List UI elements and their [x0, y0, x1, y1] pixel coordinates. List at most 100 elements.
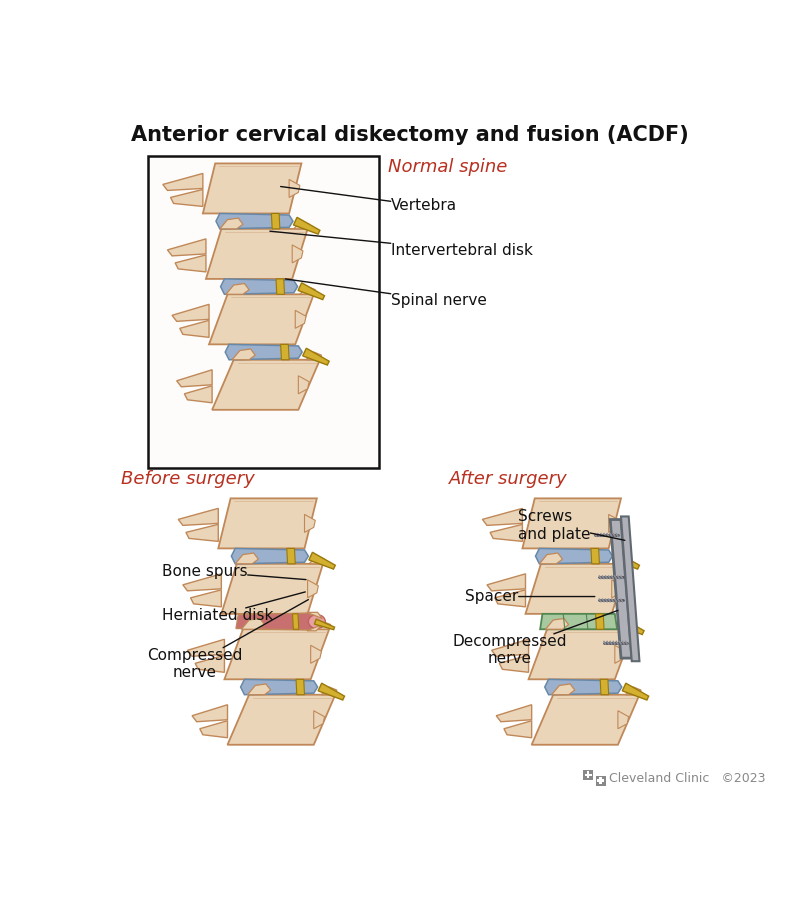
- Polygon shape: [195, 655, 225, 673]
- Text: Intervertebral disk: Intervertebral disk: [270, 232, 533, 258]
- Polygon shape: [292, 244, 303, 263]
- Polygon shape: [190, 590, 222, 607]
- Polygon shape: [318, 683, 345, 700]
- Text: Spacer: Spacer: [466, 589, 594, 604]
- Polygon shape: [242, 618, 265, 630]
- Polygon shape: [241, 679, 318, 695]
- Polygon shape: [612, 580, 622, 598]
- Polygon shape: [187, 640, 225, 656]
- Text: Cleveland Clinic   ©2023: Cleveland Clinic ©2023: [610, 772, 766, 785]
- Polygon shape: [203, 164, 302, 213]
- Polygon shape: [622, 683, 649, 700]
- Polygon shape: [499, 655, 529, 673]
- Text: After surgery: After surgery: [449, 471, 567, 488]
- Polygon shape: [192, 705, 227, 721]
- Polygon shape: [610, 519, 632, 658]
- Polygon shape: [522, 498, 621, 549]
- Polygon shape: [618, 710, 629, 729]
- Polygon shape: [307, 580, 318, 598]
- Polygon shape: [526, 564, 627, 614]
- Polygon shape: [504, 720, 532, 738]
- Polygon shape: [293, 614, 298, 630]
- Text: Decompressed
nerve: Decompressed nerve: [452, 610, 618, 666]
- Polygon shape: [227, 695, 335, 744]
- Polygon shape: [221, 278, 298, 294]
- Polygon shape: [225, 630, 329, 679]
- Polygon shape: [626, 687, 641, 695]
- Polygon shape: [539, 553, 562, 564]
- Polygon shape: [529, 630, 634, 679]
- Text: Bone spurs: Bone spurs: [162, 564, 306, 580]
- Polygon shape: [619, 621, 635, 630]
- Polygon shape: [177, 369, 212, 387]
- Polygon shape: [178, 508, 218, 526]
- Polygon shape: [236, 613, 318, 630]
- Polygon shape: [170, 189, 203, 207]
- Polygon shape: [212, 359, 320, 410]
- Polygon shape: [307, 612, 322, 618]
- Polygon shape: [200, 720, 227, 738]
- Polygon shape: [621, 516, 639, 661]
- Polygon shape: [206, 229, 307, 278]
- Polygon shape: [618, 618, 644, 634]
- Bar: [148, 155, 379, 468]
- Polygon shape: [310, 645, 322, 664]
- Polygon shape: [314, 619, 334, 630]
- Text: Screws
and plate: Screws and plate: [518, 509, 625, 541]
- Polygon shape: [295, 311, 306, 328]
- Polygon shape: [613, 552, 639, 569]
- Polygon shape: [552, 684, 574, 695]
- Polygon shape: [235, 553, 258, 564]
- Polygon shape: [247, 684, 270, 695]
- Polygon shape: [305, 515, 315, 532]
- Polygon shape: [294, 221, 309, 229]
- Text: Anterior cervical diskectomy and fusion (ACDF): Anterior cervical diskectomy and fusion …: [131, 125, 689, 145]
- Polygon shape: [595, 614, 604, 630]
- Polygon shape: [314, 710, 325, 729]
- Polygon shape: [167, 239, 206, 255]
- Polygon shape: [175, 255, 206, 272]
- Bar: [597, 779, 604, 782]
- Polygon shape: [183, 573, 222, 591]
- Polygon shape: [309, 556, 325, 564]
- Polygon shape: [271, 213, 280, 229]
- Polygon shape: [307, 625, 322, 630]
- Text: Vertebra: Vertebra: [281, 187, 457, 213]
- Polygon shape: [186, 525, 218, 541]
- Polygon shape: [287, 549, 295, 564]
- Polygon shape: [296, 679, 305, 695]
- Bar: [585, 774, 592, 776]
- Polygon shape: [609, 515, 619, 532]
- Polygon shape: [289, 179, 300, 198]
- Polygon shape: [591, 549, 599, 564]
- Polygon shape: [218, 498, 317, 549]
- Polygon shape: [180, 321, 209, 337]
- Bar: [148, 155, 379, 468]
- Polygon shape: [276, 278, 285, 294]
- Polygon shape: [232, 349, 255, 359]
- Bar: [599, 777, 602, 784]
- Polygon shape: [490, 525, 522, 541]
- Text: Compressed
nerve: Compressed nerve: [146, 599, 308, 680]
- Polygon shape: [231, 549, 308, 564]
- Polygon shape: [487, 573, 526, 591]
- Polygon shape: [220, 218, 243, 229]
- Polygon shape: [226, 345, 302, 359]
- Polygon shape: [298, 283, 325, 300]
- Polygon shape: [281, 345, 289, 359]
- Polygon shape: [482, 508, 522, 526]
- Polygon shape: [294, 217, 320, 234]
- Polygon shape: [163, 174, 203, 190]
- Polygon shape: [298, 376, 309, 394]
- Polygon shape: [222, 564, 323, 614]
- Polygon shape: [496, 705, 532, 721]
- Polygon shape: [532, 695, 639, 744]
- Polygon shape: [315, 621, 330, 630]
- Bar: [595, 776, 606, 786]
- Polygon shape: [209, 294, 314, 345]
- Polygon shape: [540, 614, 617, 630]
- Polygon shape: [492, 640, 529, 656]
- Text: Herniated disk: Herniated disk: [162, 592, 306, 623]
- Polygon shape: [535, 549, 613, 564]
- Text: Before surgery: Before surgery: [122, 471, 255, 488]
